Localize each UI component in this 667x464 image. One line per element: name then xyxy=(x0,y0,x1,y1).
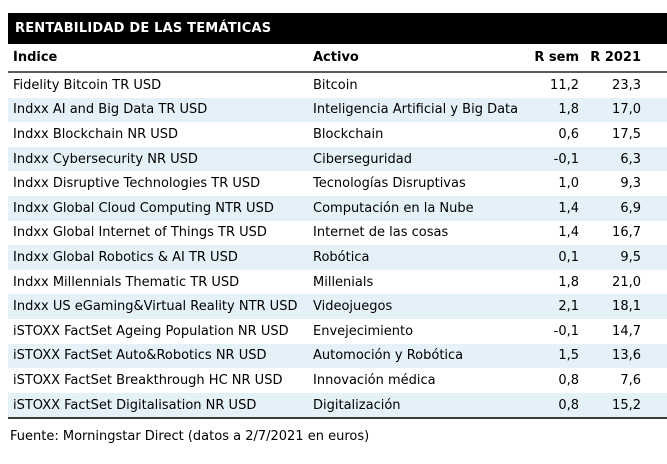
cell-activo: Digitalización xyxy=(313,397,401,413)
cell-r-2021: 18,1 xyxy=(612,299,641,315)
cell-r-sem: 0,6 xyxy=(558,126,579,142)
table-title-bar: RENTABILIDAD DE LAS TEMÁTICAS xyxy=(8,13,667,44)
cell-r-2021: 6,9 xyxy=(620,200,641,216)
cell-r-sem: 11,2 xyxy=(550,77,579,93)
cell-r-2021: 13,6 xyxy=(612,348,641,364)
cell-indice: iSTOXX FactSet Ageing Population NR USD xyxy=(13,323,289,339)
cell-r-sem: 1,4 xyxy=(558,200,579,216)
cell-r-2021: 7,6 xyxy=(620,372,641,388)
cell-indice: Indxx Disruptive Technologies TR USD xyxy=(13,176,261,192)
table-body: Fidelity Bitcoin TR USD Bitcoin 11,2 23,… xyxy=(8,73,667,420)
cell-activo: Robótica xyxy=(313,249,370,265)
cell-activo: Bitcoin xyxy=(313,77,358,93)
cell-indice: Indxx Global Cloud Computing NTR USD xyxy=(13,200,274,216)
table-row: Fidelity Bitcoin TR USD Bitcoin 11,2 23,… xyxy=(8,73,667,98)
table-row: iSTOXX FactSet Ageing Population NR USD … xyxy=(8,319,667,344)
cell-activo: Ciberseguridad xyxy=(313,151,412,167)
cell-indice: Indxx AI and Big Data TR USD xyxy=(13,102,208,118)
cell-activo: Computación en la Nube xyxy=(313,200,474,216)
cell-activo: Tecnologías Disruptivas xyxy=(313,176,466,192)
cell-activo: Millenials xyxy=(313,274,374,290)
cell-r-2021: 14,7 xyxy=(612,323,641,339)
table-row: iSTOXX FactSet Breakthrough HC NR USD In… xyxy=(8,368,667,393)
cell-indice: Indxx Global Robotics & AI TR USD xyxy=(13,249,238,265)
cell-indice: iSTOXX FactSet Digitalisation NR USD xyxy=(13,397,257,413)
column-header-activo: Activo xyxy=(313,50,359,65)
cell-indice: Indxx Global Internet of Things TR USD xyxy=(13,225,267,241)
cell-r-sem: 1,8 xyxy=(558,274,579,290)
table-row: Indxx Global Internet of Things TR USD I… xyxy=(8,221,667,246)
cell-indice: iSTOXX FactSet Auto&Robotics NR USD xyxy=(13,348,267,364)
cell-r-2021: 17,5 xyxy=(612,126,641,142)
cell-activo: Blockchain xyxy=(313,126,384,142)
cell-indice: Fidelity Bitcoin TR USD xyxy=(13,77,162,93)
cell-r-2021: 6,3 xyxy=(620,151,641,167)
cell-activo: Automoción y Robótica xyxy=(313,348,464,364)
cell-r-sem: 0,1 xyxy=(558,249,579,265)
cell-r-sem: 1,0 xyxy=(558,176,579,192)
cell-r-2021: 16,7 xyxy=(612,225,641,241)
cell-r-2021: 17,0 xyxy=(612,102,641,118)
cell-r-2021: 9,3 xyxy=(620,176,641,192)
column-header-indice: Índice xyxy=(13,50,58,65)
cell-r-sem: 1,8 xyxy=(558,102,579,118)
cell-indice: Indxx Cybersecurity NR USD xyxy=(13,151,198,167)
cell-r-sem: -0,1 xyxy=(553,323,579,339)
source-note: Fuente: Morningstar Direct (datos a 2/7/… xyxy=(10,429,370,445)
cell-r-2021: 15,2 xyxy=(612,397,641,413)
cell-r-sem: 0,8 xyxy=(558,397,579,413)
table-row: Indxx Global Robotics & AI TR USD Robóti… xyxy=(8,245,667,270)
column-header-r-2021: R 2021 xyxy=(590,50,641,65)
table-header-row: Índice Activo R sem R 2021 xyxy=(8,44,667,73)
table-row: Indxx Blockchain NR USD Blockchain 0,6 1… xyxy=(8,122,667,147)
cell-r-sem: 1,5 xyxy=(558,348,579,364)
table-title: RENTABILIDAD DE LAS TEMÁTICAS xyxy=(15,21,272,36)
cell-indice: Indxx Millennials Thematic TR USD xyxy=(13,274,240,290)
cell-activo: Videojuegos xyxy=(313,299,393,315)
cell-r-sem: 2,1 xyxy=(558,299,579,315)
table-row: iSTOXX FactSet Auto&Robotics NR USD Auto… xyxy=(8,343,667,369)
cell-indice: Indxx Blockchain NR USD xyxy=(13,126,179,142)
cell-activo: Envejecimiento xyxy=(313,323,414,339)
table-row: Indxx Disruptive Technologies TR USD Tec… xyxy=(8,171,667,196)
cell-r-2021: 21,0 xyxy=(612,274,641,290)
table-row: Indxx Cybersecurity NR USD Cibersegurida… xyxy=(8,146,667,172)
cell-activo: Inteligencia Artificial y Big Data xyxy=(313,102,519,118)
cell-activo: Innovación médica xyxy=(313,372,436,388)
table-row: Indxx Global Cloud Computing NTR USD Com… xyxy=(8,195,667,221)
table-row: Indxx US eGaming&Virtual Reality NTR USD… xyxy=(8,294,667,319)
cell-r-sem: 0,8 xyxy=(558,372,579,388)
cell-r-2021: 9,5 xyxy=(620,249,641,265)
cell-indice: Indxx US eGaming&Virtual Reality NTR USD xyxy=(13,299,298,315)
cell-r-sem: 1,4 xyxy=(558,225,579,241)
column-header-r-sem: R sem xyxy=(534,50,579,65)
cell-indice: iSTOXX FactSet Breakthrough HC NR USD xyxy=(13,372,283,388)
table-row: Indxx Millennials Thematic TR USD Millen… xyxy=(8,270,667,295)
table-row: Indxx AI and Big Data TR USD Inteligenci… xyxy=(8,97,667,123)
table-row: iSTOXX FactSet Digitalisation NR USD Dig… xyxy=(8,392,667,418)
cell-r-sem: -0,1 xyxy=(553,151,579,167)
cell-r-2021: 23,3 xyxy=(612,77,641,93)
cell-activo: Internet de las cosas xyxy=(313,225,449,241)
thematics-table: RENTABILIDAD DE LAS TEMÁTICAS Índice Act… xyxy=(8,13,667,444)
